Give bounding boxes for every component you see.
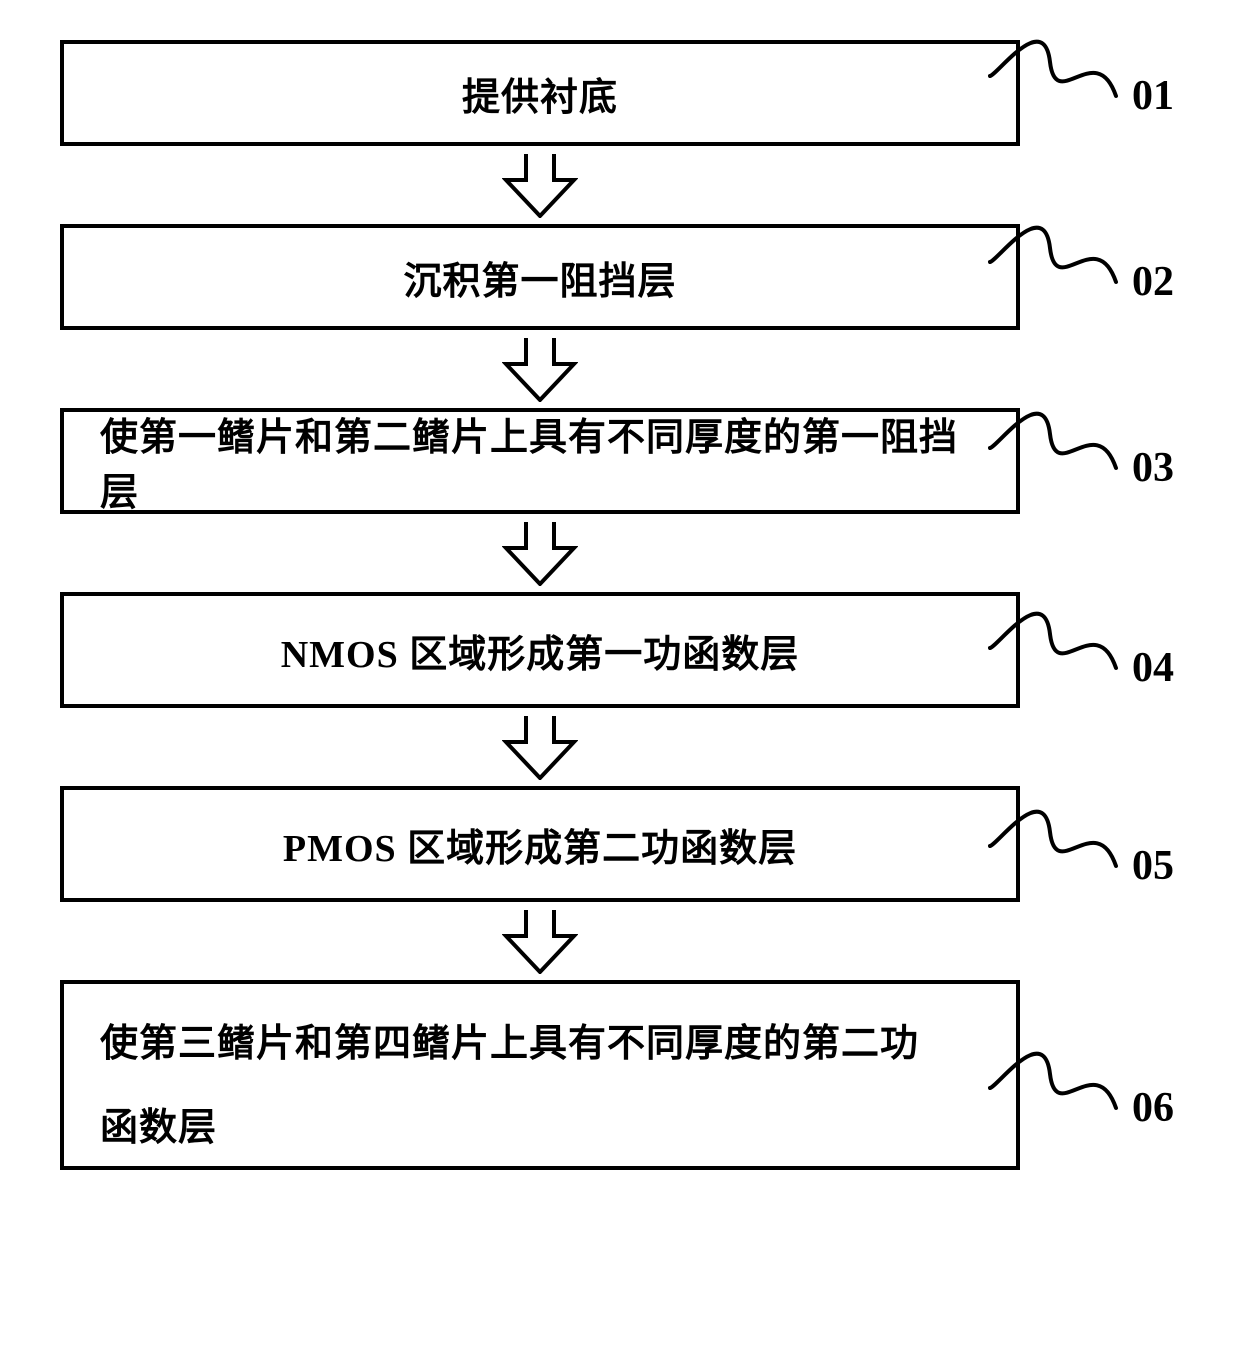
- flow-step-03: 使第一鳍片和第二鳍片上具有不同厚度的第一阻挡层: [60, 408, 1020, 514]
- flow-step-02: 沉积第一阻挡层: [60, 224, 1020, 330]
- flow-step-01: 提供衬底: [60, 40, 1020, 146]
- flow-step-05: PMOS 区域形成第二功函数层: [60, 786, 1020, 902]
- step-text: 使第一鳍片和第二鳍片上具有不同厚度的第一阻挡层: [100, 406, 992, 516]
- step-text: PMOS 区域形成第二功函数层: [283, 817, 797, 872]
- flow-arrow: [60, 152, 1020, 218]
- flowchart-container: 提供衬底 沉积第一阻挡层 使第一鳍片和第二鳍片上具有不同厚度的第一阻挡层 NMO…: [60, 40, 1040, 1170]
- step-text-line: 函数层: [100, 1087, 217, 1171]
- flow-step-06: 使第三鳍片和第四鳍片上具有不同厚度的第二功函数层: [60, 980, 1020, 1170]
- flow-arrow: [60, 714, 1020, 780]
- flow-arrow: [60, 520, 1020, 586]
- step-text: NMOS 区域形成第一功函数层: [281, 623, 800, 678]
- step-text: 提供衬底: [462, 66, 618, 121]
- step-label-01: 01: [1132, 72, 1174, 120]
- flow-step-04: NMOS 区域形成第一功函数层: [60, 592, 1020, 708]
- step-text-line: 使第三鳍片和第四鳍片上具有不同厚度的第二功: [100, 1003, 919, 1087]
- step-label-06: 06: [1132, 1084, 1174, 1132]
- flow-arrow: [60, 336, 1020, 402]
- step-label-04: 04: [1132, 644, 1174, 692]
- step-label-05: 05: [1132, 842, 1174, 890]
- step-label-03: 03: [1132, 444, 1174, 492]
- step-text: 沉积第一阻挡层: [403, 250, 676, 305]
- flow-arrow: [60, 908, 1020, 974]
- step-label-02: 02: [1132, 258, 1174, 306]
